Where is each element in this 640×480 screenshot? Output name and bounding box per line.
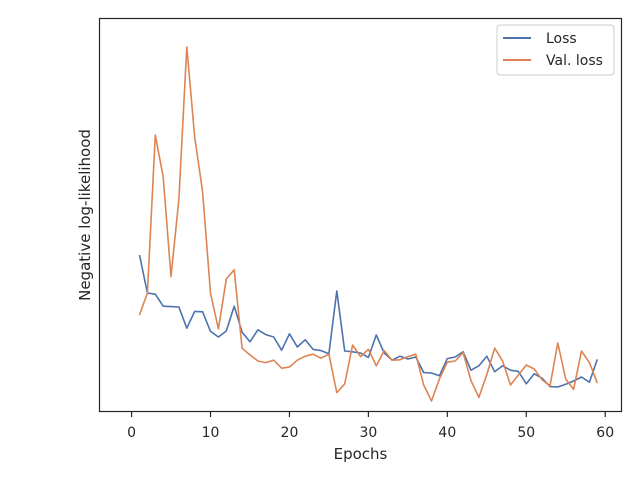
- series-line-loss: [138, 254, 599, 388]
- y-axis-label: Negative log-likelihood: [76, 129, 94, 301]
- x-tick-label: 20: [281, 425, 299, 441]
- legend: Loss Val. loss: [496, 24, 615, 76]
- x-tick-label: 10: [202, 425, 220, 441]
- legend-label-val-loss: Val. loss: [546, 53, 603, 69]
- series-lines: [138, 46, 599, 402]
- x-tick-label: 50: [517, 425, 535, 441]
- series-line-val-loss: [138, 46, 599, 402]
- x-tick-label: 60: [596, 425, 614, 441]
- plot-frame: [98, 17, 623, 413]
- x-tick-label: 0: [127, 425, 136, 441]
- x-axis-ticks: 0 10 20 30 40 50 60: [127, 411, 614, 441]
- x-axis-label: Epochs: [334, 445, 388, 463]
- x-tick-label: 40: [438, 425, 456, 441]
- x-tick-label: 30: [359, 425, 377, 441]
- legend-label-loss: Loss: [546, 31, 577, 47]
